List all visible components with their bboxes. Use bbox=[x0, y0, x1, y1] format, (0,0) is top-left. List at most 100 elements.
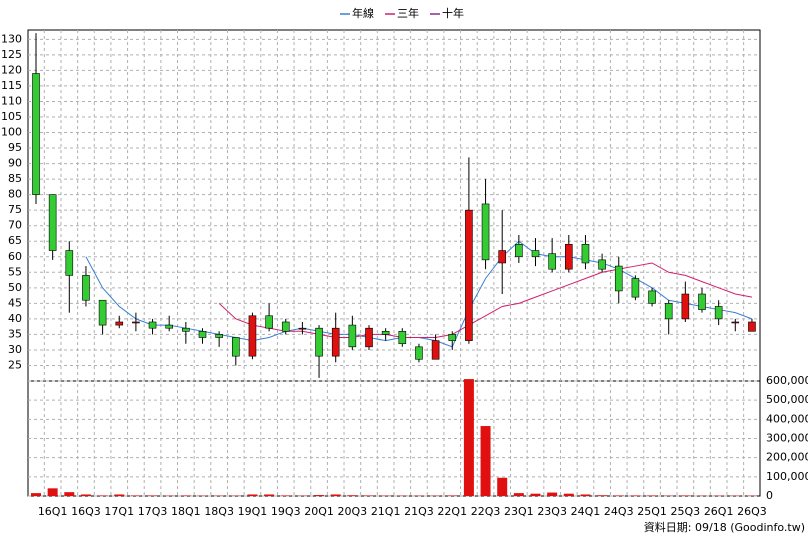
legend-label: 十年 bbox=[442, 6, 464, 20]
candle-body bbox=[481, 203, 490, 261]
x-tick-label: 16Q1 bbox=[38, 505, 68, 518]
y-tick-label: 125 bbox=[1, 48, 22, 61]
candle-body bbox=[115, 321, 124, 326]
y-tick-label: 25 bbox=[8, 358, 22, 371]
volume-bar bbox=[264, 494, 275, 496]
y2-tick-label: 0 bbox=[766, 489, 773, 502]
candle-body bbox=[348, 324, 357, 348]
y2-tick-label: 200,000 bbox=[766, 451, 808, 464]
volume-bar bbox=[330, 494, 341, 496]
x-tick-label: 26Q3 bbox=[737, 505, 767, 518]
candle-body bbox=[65, 250, 74, 276]
candle-body bbox=[148, 321, 157, 329]
y2-tick-label: 100,000 bbox=[766, 470, 808, 483]
volume-bar bbox=[680, 495, 691, 496]
y-tick-label: 95 bbox=[8, 141, 22, 154]
volume-bar bbox=[130, 495, 141, 496]
candle-body bbox=[215, 334, 223, 338]
x-tick-label: 23Q3 bbox=[537, 505, 567, 518]
x-tick-label: 22Q3 bbox=[471, 505, 501, 518]
candle-body bbox=[631, 278, 640, 298]
candle-body bbox=[681, 293, 690, 320]
volume-bar bbox=[547, 492, 558, 496]
volume-bar bbox=[80, 494, 91, 496]
candle-body bbox=[648, 290, 656, 304]
x-tick-label: 26Q1 bbox=[704, 505, 734, 518]
y-tick-label: 35 bbox=[8, 327, 22, 340]
candle-body bbox=[182, 327, 190, 332]
y-tick-label: 115 bbox=[1, 79, 22, 92]
volume-bar bbox=[247, 494, 258, 496]
candle-body bbox=[281, 321, 290, 332]
plot-frame bbox=[27, 29, 761, 497]
candle-body bbox=[82, 275, 90, 301]
x-tick-label: 17Q3 bbox=[138, 505, 168, 518]
candle-body bbox=[515, 244, 523, 258]
volume-bar bbox=[597, 495, 608, 496]
candle-body bbox=[298, 327, 307, 330]
x-tick-label: 19Q1 bbox=[238, 505, 268, 518]
x-tick-label: 17Q1 bbox=[104, 505, 134, 518]
volume-bar bbox=[463, 379, 474, 496]
y-tick-label: 80 bbox=[8, 188, 22, 201]
legend-label: 三年 bbox=[397, 6, 419, 20]
volume-bar bbox=[314, 495, 325, 496]
volume-bar bbox=[364, 495, 374, 496]
legend-label: 年線 bbox=[352, 6, 374, 20]
candle-body bbox=[448, 334, 457, 341]
y-tick-label: 130 bbox=[1, 32, 22, 45]
x-tick-label: 19Q3 bbox=[271, 505, 301, 518]
volume-bar bbox=[64, 492, 75, 496]
candle-body bbox=[32, 73, 40, 195]
y-tick-label: 30 bbox=[8, 343, 22, 356]
candle-body bbox=[132, 321, 140, 324]
candle-body bbox=[431, 340, 440, 360]
y-tick-label: 65 bbox=[8, 234, 22, 247]
y-tick-label: 70 bbox=[8, 219, 22, 232]
y-tick-label: 85 bbox=[8, 172, 22, 185]
volume-bar bbox=[630, 495, 641, 496]
candle-body bbox=[232, 337, 240, 357]
y-tick-label: 120 bbox=[1, 63, 22, 76]
x-tick-label: 20Q1 bbox=[304, 505, 334, 518]
y2-tick-label: 600,000 bbox=[766, 374, 808, 387]
volume-bar bbox=[647, 495, 658, 496]
candle-body bbox=[48, 194, 57, 251]
volume-bar bbox=[580, 494, 591, 496]
x-tick-label: 25Q3 bbox=[671, 505, 701, 518]
candle-body bbox=[748, 321, 756, 332]
volume-bar bbox=[513, 493, 524, 496]
candle-body bbox=[315, 327, 323, 357]
y-tick-label: 75 bbox=[8, 203, 22, 216]
volume-bar bbox=[97, 495, 108, 496]
x-tick-label: 25Q1 bbox=[637, 505, 667, 518]
ma-line bbox=[218, 262, 753, 339]
y-tick-label: 110 bbox=[1, 94, 22, 107]
x-tick-label: 23Q1 bbox=[504, 505, 534, 518]
candle-body bbox=[664, 303, 673, 320]
candle-body bbox=[265, 315, 273, 329]
y2-tick-label: 500,000 bbox=[766, 393, 808, 406]
volume-bar bbox=[180, 495, 191, 496]
y-tick-label: 55 bbox=[8, 265, 22, 278]
candle-body bbox=[365, 327, 373, 348]
volume-bar bbox=[497, 477, 508, 496]
x-tick-label: 18Q3 bbox=[204, 505, 234, 518]
candle-body bbox=[465, 209, 473, 341]
y-tick-label: 45 bbox=[8, 296, 22, 309]
y2-tick-label: 400,000 bbox=[766, 412, 808, 425]
y-tick-label: 100 bbox=[1, 126, 22, 139]
volume-bar bbox=[447, 495, 458, 496]
candle-body bbox=[531, 250, 540, 258]
y-tick-label: 105 bbox=[1, 110, 22, 123]
candle-body bbox=[381, 331, 390, 335]
candle-body bbox=[398, 331, 407, 345]
candle-body bbox=[165, 324, 173, 329]
y-tick-label: 40 bbox=[8, 312, 22, 325]
volume-bar bbox=[480, 426, 491, 496]
source-note: 資料日期: 09/18 (Goodinfo.tw) bbox=[644, 520, 805, 534]
y-tick-label: 60 bbox=[8, 250, 22, 263]
x-tick-label: 22Q1 bbox=[437, 505, 467, 518]
volume-bar bbox=[31, 493, 41, 496]
